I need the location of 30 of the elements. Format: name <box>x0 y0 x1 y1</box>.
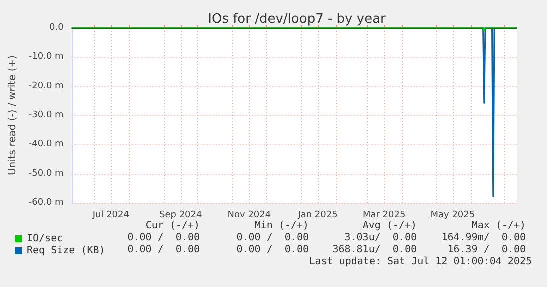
text: Cur (-/+) <box>146 220 200 232</box>
x-tick-label: Jan 2025 <box>297 210 338 220</box>
text: 16.39 / 0.00 <box>448 244 526 256</box>
text: 0.00 / 0.00 <box>128 244 200 256</box>
x-tick-label: Mar 2025 <box>362 210 406 220</box>
x-tick-label: Nov 2024 <box>228 210 272 220</box>
y-tick-label: -30.0 m <box>28 110 64 120</box>
x-tick-label: Jul 2024 <box>92 210 130 220</box>
text: Last update: Sat Jul 12 01:00:04 2025 <box>309 256 532 268</box>
text: 368.81u/ 0.00 <box>332 244 417 256</box>
text: Max (-/+) <box>472 220 526 232</box>
text: 3.03u/ 0.00 <box>344 232 417 244</box>
y-tick-label: -10.0 m <box>28 52 64 62</box>
text: 0.00 / 0.00 <box>236 232 309 244</box>
legend-label: Req Size (KB) <box>27 246 106 256</box>
y-tick-label: -40.0 m <box>28 140 64 150</box>
y-tick-label: 0.0 <box>49 23 64 33</box>
x-tick-label: May 2025 <box>430 210 476 220</box>
y-tick-label: -50.0 m <box>28 168 64 179</box>
x-tick-label: Sep 2024 <box>159 210 202 220</box>
text: 164.99m/ 0.00 <box>442 232 526 244</box>
text: Avg (-/+) <box>362 220 417 232</box>
y-tick-label: -60.0 m <box>28 198 64 208</box>
y-tick-label: -20.0 m <box>28 81 64 92</box>
legend-label: IO/sec <box>27 234 64 244</box>
text: 0.00 / 0.00 <box>128 232 200 244</box>
chart-title: IOs for /dev/loop7 - by year <box>208 12 387 27</box>
text: Min (-/+) <box>254 220 309 232</box>
y-axis-title: Units read (-) / write (+) <box>8 55 18 176</box>
text: 0.00 / 0.00 <box>236 244 309 256</box>
